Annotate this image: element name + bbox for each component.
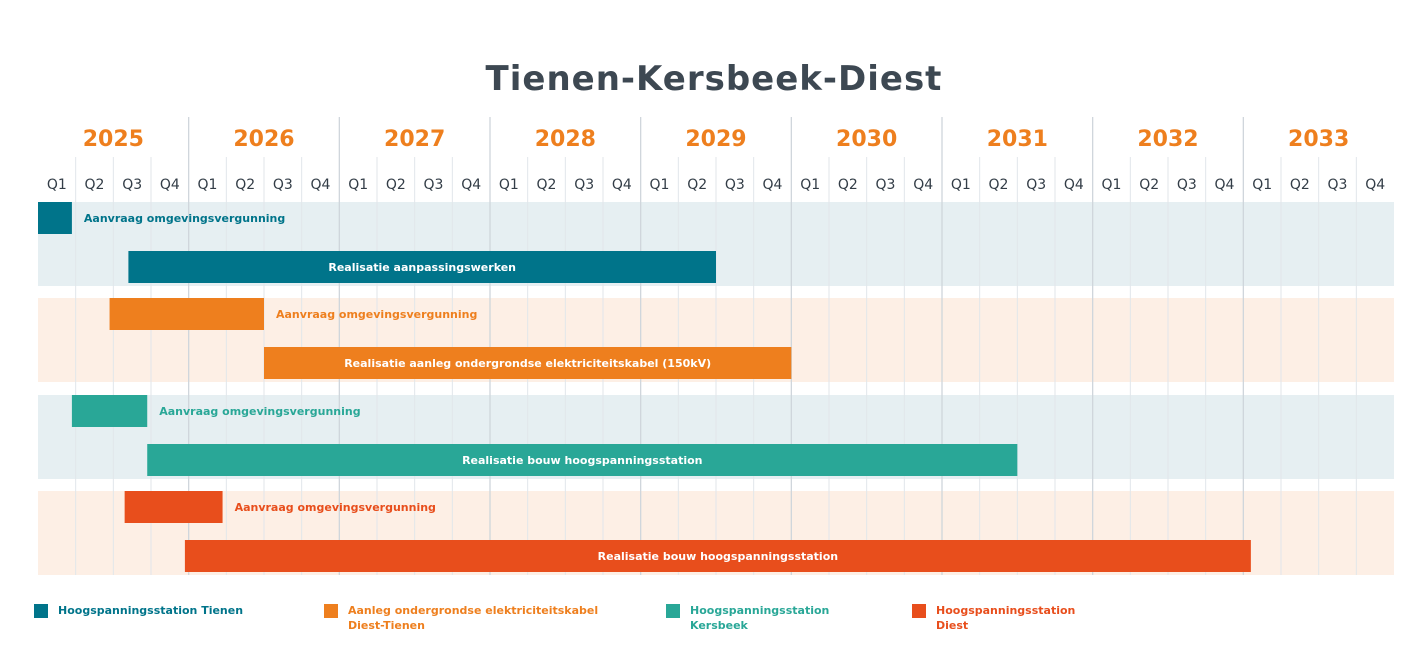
quarter-label-2031-Q3: Q3 (1026, 177, 1046, 193)
legend-swatch-tienen (34, 604, 48, 618)
task-label-kersbeek-aanvraag: Aanvraag omgevingsvergunning (159, 405, 360, 418)
task-bars: Aanvraag omgevingsvergunning Realisatie a… (38, 202, 1251, 572)
task-bar-tienen-realisatie (128, 251, 716, 283)
task-bar-kabel-aanvraag (109, 298, 264, 330)
quarter-label-2031-Q4: Q4 (1064, 177, 1084, 193)
task-bar-kersbeek-aanvraag (71, 395, 148, 427)
year-label-2027: 2027 (384, 127, 445, 152)
legend-item-kabel: Aanleg ondergrondse elektriciteitskabel … (324, 603, 598, 633)
quarter-label-2031-Q1: Q1 (951, 177, 971, 193)
task-bar-diest-realisatie (184, 540, 1251, 572)
quarter-labels: Q1 Q2 Q3 Q4 Q1 Q2 Q3 Q4 Q1 Q2 Q3 Q4 Q1 Q2 Q3 Q4 Q1 Q2 Q3 Q4… (47, 177, 1385, 193)
task-label-tienen-aanvraag: Aanvraag omgevingsvergunning (84, 212, 285, 225)
legend-swatch-diest (912, 604, 926, 618)
year-label-2033: 2033 (1288, 127, 1349, 152)
task-bar-tienen-aanvraag (38, 202, 72, 234)
quarter-label-2030-Q2: Q2 (838, 177, 858, 193)
quarter-label-2028-Q2: Q2 (537, 177, 557, 193)
year-label-2028: 2028 (535, 127, 596, 152)
legend-label-diest: Hoogspanningsstation Diest (936, 604, 1076, 632)
quarter-label-2033-Q1: Q1 (1252, 177, 1272, 193)
quarter-label-2029-Q4: Q4 (763, 177, 783, 193)
quarter-label-2032-Q1: Q1 (1102, 177, 1122, 193)
quarter-label-2025-Q2: Q2 (85, 177, 105, 193)
year-labels: 2025 2026 2027 2028 2029 2030 2031 2032 2033 (83, 127, 1350, 152)
quarter-label-2030-Q3: Q3 (876, 177, 896, 193)
quarter-label-2027-Q4: Q4 (461, 177, 481, 193)
quarter-label-2025-Q1: Q1 (47, 177, 67, 193)
task-label-diest-aanvraag: Aanvraag omgevingsvergunning (235, 501, 436, 514)
legend-label-tienen: Hoogspanningsstation Tienen (58, 604, 244, 617)
quarter-label-2029-Q2: Q2 (687, 177, 707, 193)
quarter-label-2025-Q3: Q3 (122, 177, 142, 193)
task-label-diest-realisatie: Realisatie bouw hoogspanningsstation (598, 550, 838, 563)
quarter-label-2027-Q2: Q2 (386, 177, 406, 193)
year-label-2025: 2025 (83, 127, 144, 152)
quarter-label-2031-Q2: Q2 (989, 177, 1009, 193)
quarter-label-2033-Q3: Q3 (1328, 177, 1348, 193)
task-bar-kabel-realisatie (264, 347, 792, 379)
quarter-label-2026-Q2: Q2 (235, 177, 255, 193)
legend-item-kersbeek: Hoogspanningsstation Kersbeek (666, 603, 829, 633)
task-bar-diest-aanvraag (124, 491, 223, 523)
task-label-kabel-realisatie: Realisatie aanleg ondergrondse elektrici… (344, 357, 711, 370)
legend-label-kersbeek: Hoogspanningsstation Kersbeek (690, 604, 830, 632)
year-label-2029: 2029 (685, 127, 746, 152)
quarter-label-2032-Q2: Q2 (1139, 177, 1159, 193)
quarter-label-2026-Q4: Q4 (311, 177, 331, 193)
legend-item-diest: Hoogspanningsstation Diest (912, 603, 1075, 633)
quarter-label-2032-Q4: Q4 (1215, 177, 1235, 193)
quarter-label-2033-Q2: Q2 (1290, 177, 1310, 193)
chart-title: Tienen-Kersbeek-Diest (486, 59, 943, 99)
year-label-2032: 2032 (1137, 127, 1198, 152)
task-bar-kersbeek-realisatie (147, 444, 1018, 476)
year-label-2026: 2026 (233, 127, 294, 152)
quarter-label-2030-Q1: Q1 (800, 177, 820, 193)
legend-swatch-kabel (324, 604, 338, 618)
quarter-label-2029-Q3: Q3 (725, 177, 745, 193)
task-label-kersbeek-realisatie: Realisatie bouw hoogspanningsstation (462, 454, 702, 467)
quarter-label-2027-Q3: Q3 (424, 177, 444, 193)
quarter-label-2032-Q3: Q3 (1177, 177, 1197, 193)
quarter-label-2028-Q3: Q3 (574, 177, 594, 193)
quarter-label-2028-Q1: Q1 (499, 177, 519, 193)
quarter-label-2026-Q3: Q3 (273, 177, 293, 193)
task-label-kabel-aanvraag: Aanvraag omgevingsvergunning (276, 308, 477, 321)
legend-item-tienen: Hoogspanningsstation Tienen (34, 603, 243, 618)
year-label-2030: 2030 (836, 127, 897, 152)
legend-swatch-kersbeek (666, 604, 680, 618)
quarter-label-2025-Q4: Q4 (160, 177, 180, 193)
year-label-2031: 2031 (987, 127, 1048, 152)
task-label-tienen-realisatie: Realisatie aanpassingswerken (328, 261, 516, 274)
quarter-label-2026-Q1: Q1 (198, 177, 218, 193)
legend-label-kabel: Aanleg ondergrondse elektriciteitskabel … (348, 604, 599, 632)
quarter-label-2033-Q4: Q4 (1365, 177, 1385, 193)
quarter-label-2028-Q4: Q4 (612, 177, 632, 193)
quarter-label-2030-Q4: Q4 (913, 177, 933, 193)
quarter-label-2027-Q1: Q1 (348, 177, 368, 193)
quarter-label-2029-Q1: Q1 (650, 177, 670, 193)
